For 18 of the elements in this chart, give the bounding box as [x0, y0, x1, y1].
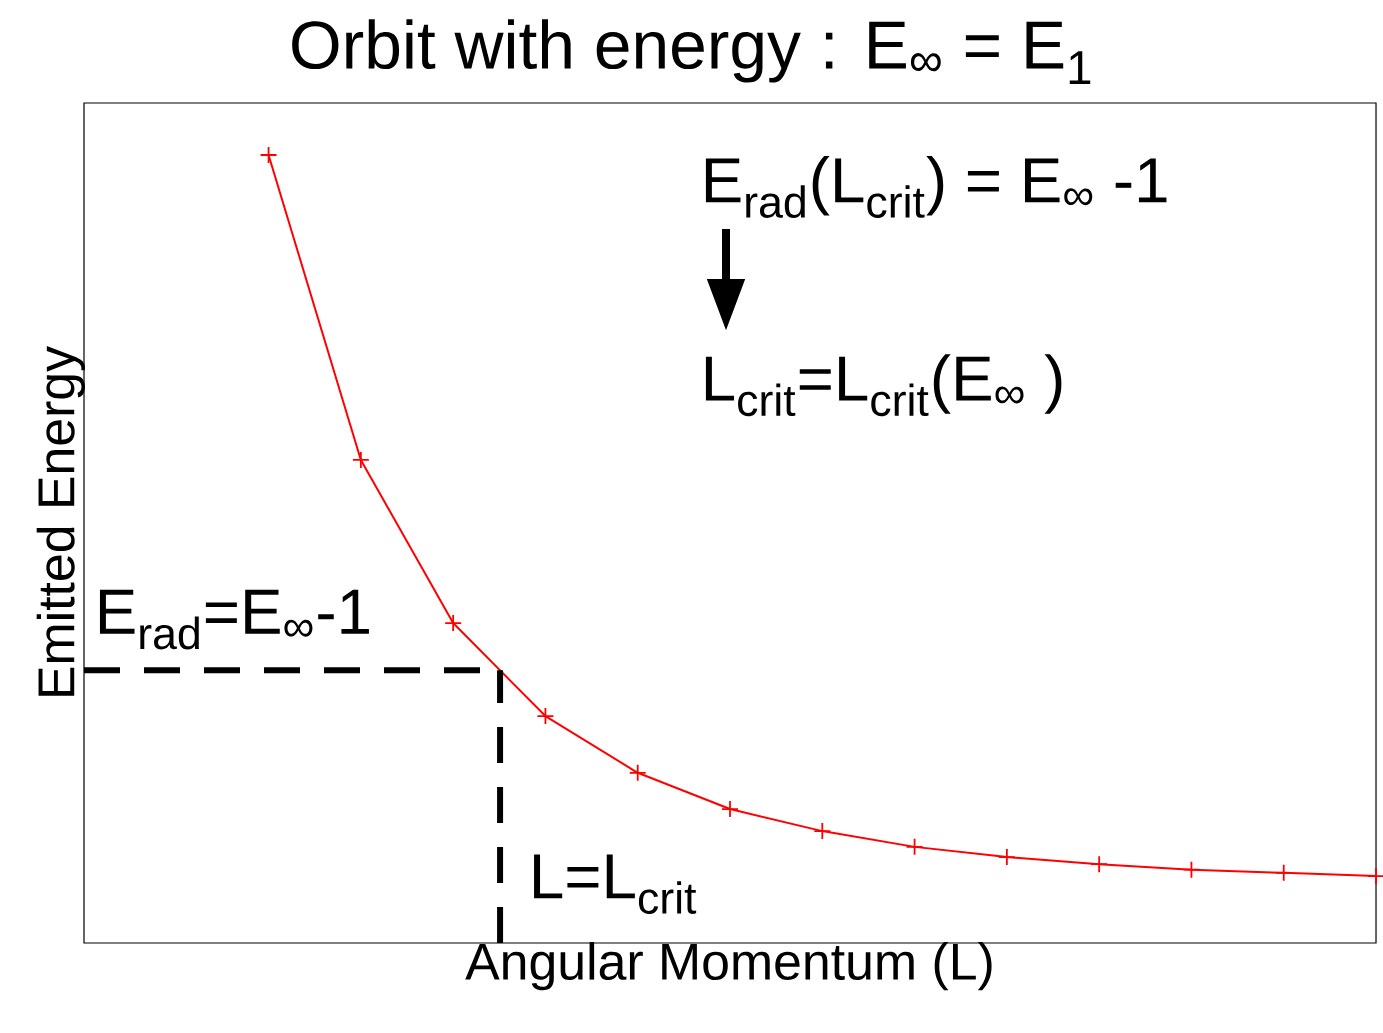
point	[444, 614, 463, 632]
point	[997, 848, 1016, 867]
chart-title: Orbit with energy : E$_{∞}$ = E$_{1}$	[292, 19, 1091, 84]
point	[721, 800, 739, 818]
point	[1090, 855, 1109, 874]
point	[1182, 860, 1201, 879]
annotation: L=L$_{crit}$	[534, 854, 697, 914]
point	[536, 707, 555, 725]
point	[628, 763, 647, 782]
ref-line-label: E$_{rad}$=E$_{∞}$-1	[99, 589, 369, 650]
y-axis-title: Emitted Energy	[36, 346, 85, 696]
x-axis-title: Angular Momentum (L)	[465, 942, 992, 991]
point	[813, 822, 832, 840]
annotation: E$_{rad}$(L$_{crit}$) = E$_{∞}$ -1	[705, 156, 1167, 218]
point	[351, 451, 370, 469]
point	[259, 146, 278, 164]
point	[905, 837, 924, 856]
annotation: L$_{crit}$=L$_{crit}$(E$_{∞}$ )	[705, 354, 1062, 417]
